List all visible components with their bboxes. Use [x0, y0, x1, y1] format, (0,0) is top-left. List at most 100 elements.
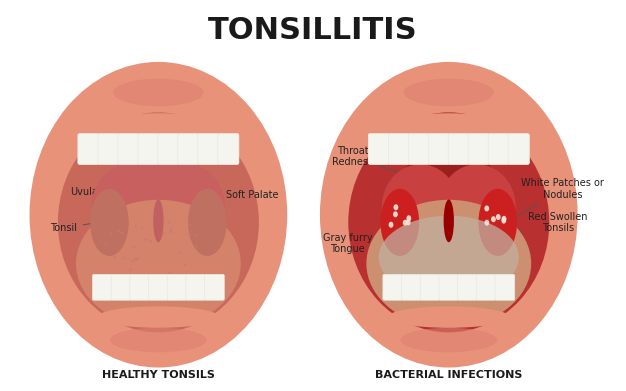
Text: Throat
Redness: Throat Redness: [332, 146, 445, 189]
FancyBboxPatch shape: [98, 134, 119, 164]
Ellipse shape: [76, 200, 241, 327]
Ellipse shape: [348, 112, 549, 332]
Ellipse shape: [148, 164, 225, 250]
Ellipse shape: [117, 229, 120, 233]
Ellipse shape: [134, 258, 138, 261]
Ellipse shape: [393, 211, 398, 217]
Ellipse shape: [181, 273, 184, 276]
FancyBboxPatch shape: [495, 274, 515, 300]
Ellipse shape: [101, 292, 105, 295]
FancyBboxPatch shape: [420, 274, 440, 300]
Ellipse shape: [168, 272, 172, 275]
FancyBboxPatch shape: [401, 274, 421, 300]
Ellipse shape: [444, 199, 454, 242]
FancyBboxPatch shape: [458, 274, 478, 300]
Text: Gray furry
Tongue: Gray furry Tongue: [323, 233, 415, 255]
Ellipse shape: [110, 328, 207, 352]
FancyBboxPatch shape: [118, 134, 139, 164]
Ellipse shape: [108, 293, 111, 296]
Ellipse shape: [485, 205, 489, 212]
FancyBboxPatch shape: [167, 274, 187, 300]
Ellipse shape: [162, 231, 165, 235]
Ellipse shape: [320, 62, 578, 368]
Ellipse shape: [115, 279, 118, 282]
FancyBboxPatch shape: [93, 274, 112, 300]
Text: TONSILLITIS: TONSILLITIS: [208, 16, 418, 45]
Ellipse shape: [406, 219, 411, 225]
FancyBboxPatch shape: [428, 134, 449, 164]
Ellipse shape: [140, 226, 144, 230]
Ellipse shape: [153, 199, 163, 242]
FancyBboxPatch shape: [78, 134, 99, 164]
FancyBboxPatch shape: [408, 134, 429, 164]
Text: Red Swollen
Tonsils: Red Swollen Tonsils: [507, 212, 588, 235]
Ellipse shape: [496, 214, 501, 220]
Ellipse shape: [401, 328, 497, 352]
Ellipse shape: [105, 242, 108, 246]
FancyBboxPatch shape: [448, 134, 470, 164]
Ellipse shape: [183, 263, 187, 266]
Ellipse shape: [106, 284, 109, 287]
FancyBboxPatch shape: [468, 134, 490, 164]
FancyBboxPatch shape: [448, 134, 470, 164]
Ellipse shape: [120, 231, 123, 235]
Ellipse shape: [133, 246, 136, 249]
Ellipse shape: [149, 240, 152, 243]
Ellipse shape: [113, 79, 203, 106]
FancyBboxPatch shape: [158, 134, 179, 164]
FancyBboxPatch shape: [130, 274, 150, 300]
FancyBboxPatch shape: [388, 134, 409, 164]
FancyBboxPatch shape: [138, 134, 159, 164]
FancyBboxPatch shape: [428, 134, 449, 164]
Ellipse shape: [381, 189, 419, 256]
FancyBboxPatch shape: [508, 134, 529, 164]
FancyBboxPatch shape: [186, 274, 205, 300]
Ellipse shape: [97, 307, 220, 328]
Ellipse shape: [29, 62, 287, 368]
Ellipse shape: [188, 233, 192, 236]
FancyBboxPatch shape: [148, 274, 168, 300]
Text: White Patches or
Nodules: White Patches or Nodules: [511, 178, 604, 220]
FancyBboxPatch shape: [178, 134, 199, 164]
FancyBboxPatch shape: [468, 134, 490, 164]
Ellipse shape: [110, 232, 113, 235]
FancyBboxPatch shape: [158, 134, 179, 164]
FancyBboxPatch shape: [368, 134, 389, 164]
FancyBboxPatch shape: [111, 274, 131, 300]
Ellipse shape: [195, 245, 198, 248]
Text: Uvula: Uvula: [70, 187, 155, 208]
Ellipse shape: [91, 164, 168, 250]
Ellipse shape: [188, 223, 192, 226]
FancyBboxPatch shape: [78, 134, 99, 164]
Ellipse shape: [210, 279, 213, 282]
Ellipse shape: [394, 204, 398, 210]
Ellipse shape: [88, 113, 229, 141]
Ellipse shape: [178, 251, 182, 254]
Ellipse shape: [378, 113, 520, 141]
Ellipse shape: [113, 255, 116, 258]
Ellipse shape: [103, 287, 106, 290]
FancyBboxPatch shape: [488, 134, 509, 164]
FancyBboxPatch shape: [218, 134, 239, 164]
Ellipse shape: [400, 143, 498, 241]
Ellipse shape: [90, 189, 129, 256]
FancyBboxPatch shape: [488, 134, 509, 164]
FancyBboxPatch shape: [508, 134, 529, 164]
Ellipse shape: [58, 112, 259, 332]
Ellipse shape: [169, 230, 172, 233]
FancyBboxPatch shape: [408, 134, 429, 164]
Ellipse shape: [168, 288, 172, 291]
Ellipse shape: [382, 164, 459, 250]
Ellipse shape: [131, 259, 135, 262]
Ellipse shape: [438, 164, 516, 250]
FancyBboxPatch shape: [476, 274, 496, 300]
FancyBboxPatch shape: [198, 134, 219, 164]
Ellipse shape: [211, 277, 214, 280]
Ellipse shape: [135, 257, 138, 260]
FancyBboxPatch shape: [205, 274, 224, 300]
Ellipse shape: [491, 216, 496, 222]
FancyBboxPatch shape: [198, 134, 219, 164]
Ellipse shape: [406, 215, 411, 221]
Text: Tonsil: Tonsil: [50, 219, 108, 233]
Ellipse shape: [151, 278, 155, 281]
